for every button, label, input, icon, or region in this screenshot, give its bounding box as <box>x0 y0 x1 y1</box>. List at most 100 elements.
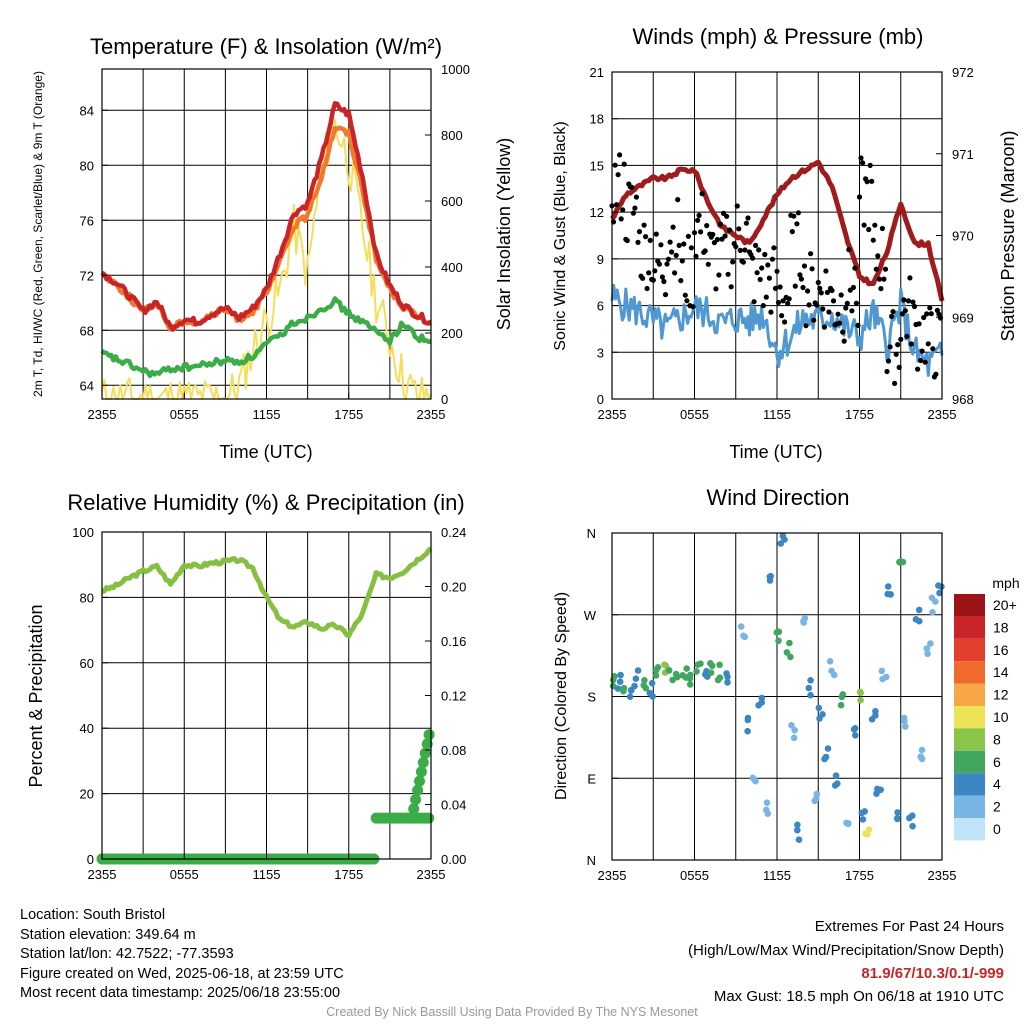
direction-tick-label: N <box>587 853 596 868</box>
direction-point <box>641 677 648 684</box>
y-tick-label: 6 <box>597 299 604 314</box>
direction-point <box>672 670 680 678</box>
direction-point <box>805 684 813 692</box>
temperature-xlabel: Time (UTC) <box>219 442 312 462</box>
gust-point <box>763 294 769 300</box>
gust-point <box>702 248 708 254</box>
legend-label: 12 <box>993 687 1009 703</box>
gust-point <box>840 329 846 335</box>
legend-swatch <box>954 795 985 818</box>
direction-point <box>749 774 757 782</box>
gust-point <box>806 302 812 308</box>
direction-point <box>831 782 839 789</box>
direction-point <box>826 658 834 665</box>
y2-tick-label: 971 <box>952 147 974 162</box>
gust-point <box>808 251 814 257</box>
x-tick-label: 1755 <box>334 407 363 422</box>
x-tick-label: 2355 <box>598 407 627 422</box>
gust-point <box>736 226 742 232</box>
direction-point <box>686 681 694 688</box>
gust-point <box>824 289 831 295</box>
gust-point <box>875 253 881 259</box>
direction-tick-label: W <box>584 608 597 623</box>
direction-point <box>915 606 923 614</box>
gust-point <box>884 368 890 375</box>
legend-swatch <box>954 594 985 617</box>
gust-point <box>878 286 884 292</box>
gust-point <box>775 299 782 306</box>
legend-swatch <box>954 750 985 774</box>
y-tick-label: 72 <box>80 268 94 283</box>
gust-point <box>902 308 908 314</box>
direction-point <box>716 674 724 681</box>
precip-point <box>408 803 420 815</box>
gust-point <box>684 298 690 304</box>
precip-point <box>423 812 435 824</box>
direction-point <box>648 679 656 687</box>
direction-point <box>873 790 880 797</box>
gust-point <box>646 270 652 276</box>
temperature-title: Temperature (F) & Insolation (W/m²) <box>90 34 442 59</box>
gust-point <box>728 284 734 290</box>
direction-point <box>816 715 823 722</box>
gust-point <box>910 299 916 305</box>
direction-point <box>783 649 791 656</box>
direction-point <box>763 806 770 814</box>
gust-point <box>621 161 627 167</box>
gust-point <box>835 311 841 317</box>
direction-point <box>723 670 730 677</box>
winds-xlabel: Time (UTC) <box>729 442 822 462</box>
gust-point <box>789 229 795 235</box>
y2-tick-label: 0 <box>441 392 448 407</box>
extremes-title: Extremes For Past 24 Hours <box>814 918 1004 935</box>
gust-point <box>759 265 765 271</box>
gust-point <box>691 230 698 236</box>
gust-point <box>699 191 705 197</box>
gust-point <box>667 239 673 245</box>
station-elevation: Station elevation: 349.64 m <box>20 926 196 943</box>
gust-point <box>882 266 889 272</box>
gust-point <box>867 162 873 168</box>
y-tick-label: 0 <box>597 392 604 407</box>
humidity-title: Relative Humidity (%) & Precipitation (i… <box>67 490 464 515</box>
direction-point <box>775 628 783 636</box>
x-tick-label: 2355 <box>88 867 117 882</box>
legend-label: 0 <box>993 821 1001 837</box>
x-tick-label: 1155 <box>253 407 281 422</box>
gust-point <box>640 275 646 281</box>
direction-point <box>755 702 762 709</box>
gust-point <box>792 283 798 289</box>
gust-point <box>872 222 878 228</box>
x-tick-label: 2355 <box>598 868 627 883</box>
gust-point <box>685 233 692 239</box>
direction-point <box>824 745 832 752</box>
gust-point <box>858 155 864 161</box>
gust-point <box>730 259 736 265</box>
gust-point <box>635 239 641 245</box>
direction-point <box>832 772 840 779</box>
direction-point <box>936 589 943 597</box>
direction-point <box>893 815 901 822</box>
gust-point <box>734 203 740 209</box>
gust-point <box>791 213 797 219</box>
gust-point <box>918 357 924 364</box>
direction-point <box>882 673 890 681</box>
gust-point <box>690 304 696 310</box>
gust-point <box>664 261 670 267</box>
y2-tick-label: 0.16 <box>441 634 466 649</box>
direction-point <box>795 836 803 843</box>
gust-point <box>678 278 684 284</box>
direction-point <box>831 671 838 679</box>
pressure-ylabel: Station Pressure (Maroon) <box>998 130 1018 341</box>
y2-tick-label: 0.04 <box>441 798 466 813</box>
gust-point <box>644 285 650 292</box>
gust-point <box>823 268 829 274</box>
legend-swatch <box>954 616 985 639</box>
direction-point <box>616 678 624 685</box>
direction-point <box>858 809 865 817</box>
gust-point <box>722 233 728 239</box>
direction-point <box>787 653 794 661</box>
gust-point <box>769 256 776 262</box>
gust-point <box>869 178 875 184</box>
gust-point <box>753 242 759 248</box>
